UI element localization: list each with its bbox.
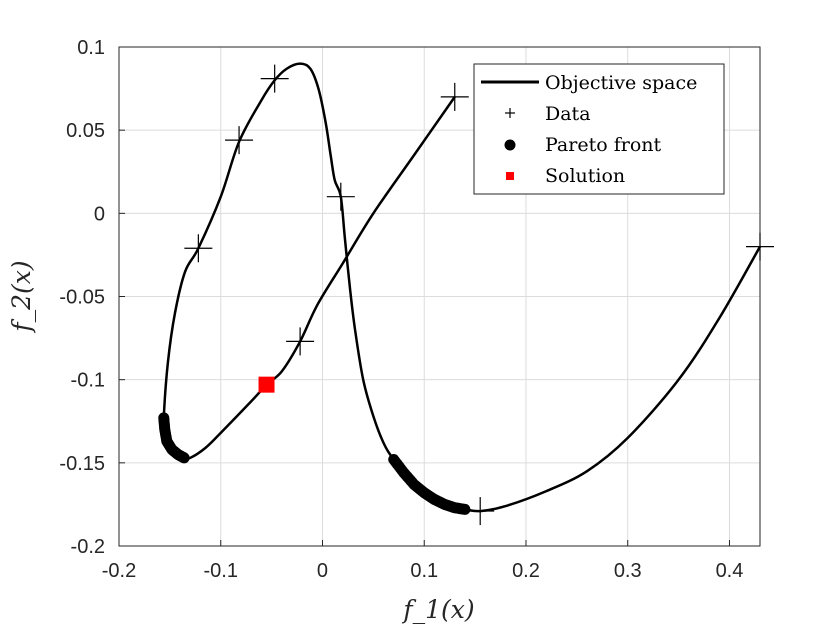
legend-label-data: Data <box>545 103 591 125</box>
data-point-marker <box>225 126 254 155</box>
y-tick-label: 0.1 <box>77 37 105 59</box>
pareto-front-point <box>178 452 190 464</box>
x-tick-label: 0.4 <box>716 560 744 582</box>
legend-box <box>473 63 725 195</box>
legend-label-objective-space: Objective space <box>545 72 697 94</box>
data-point-marker <box>326 182 355 211</box>
plot-area <box>158 62 774 526</box>
x-tick-label: -0.1 <box>204 560 238 582</box>
ticks: -0.2 -0.1 0 0.1 0.2 0.3 0.4 -0.2 -0.15 -0.1 -0.05 0… <box>59 37 743 582</box>
x-tick-label: 0.2 <box>512 560 540 582</box>
legend: Objective space Data Pareto front Soluti… <box>473 63 725 195</box>
legend-square-swatch <box>506 172 514 180</box>
x-tick-label: -0.2 <box>102 560 136 582</box>
legend-label-solution: Solution <box>545 165 625 187</box>
data-point-marker <box>286 327 315 356</box>
y-tick-label: 0.05 <box>66 120 105 142</box>
pareto-front-point <box>459 503 471 515</box>
data-point-marker <box>466 497 495 526</box>
y-tick-label: -0.05 <box>59 287 105 309</box>
y-tick-label: 0 <box>94 203 105 225</box>
y-tick-label: -0.15 <box>59 453 105 475</box>
x-tick-label: 0 <box>317 560 328 582</box>
x-tick-label: 0.1 <box>410 560 438 582</box>
legend-dot-swatch <box>504 139 516 151</box>
x-tick-label: 0.3 <box>614 560 642 582</box>
solution-marker <box>258 376 275 393</box>
x-axis-title: f_1(x) <box>401 595 474 624</box>
legend-plus-swatch <box>505 108 515 118</box>
y-tick-label: -0.2 <box>71 536 105 558</box>
y-tick-label: -0.1 <box>71 370 105 392</box>
data-point-marker <box>440 82 469 111</box>
data-point-marker <box>184 234 213 263</box>
y-axis-title: f_2(x) <box>7 260 36 333</box>
data-point-marker <box>746 232 774 261</box>
legend-label-pareto-front: Pareto front <box>545 134 661 156</box>
data-point-marker <box>260 64 289 93</box>
